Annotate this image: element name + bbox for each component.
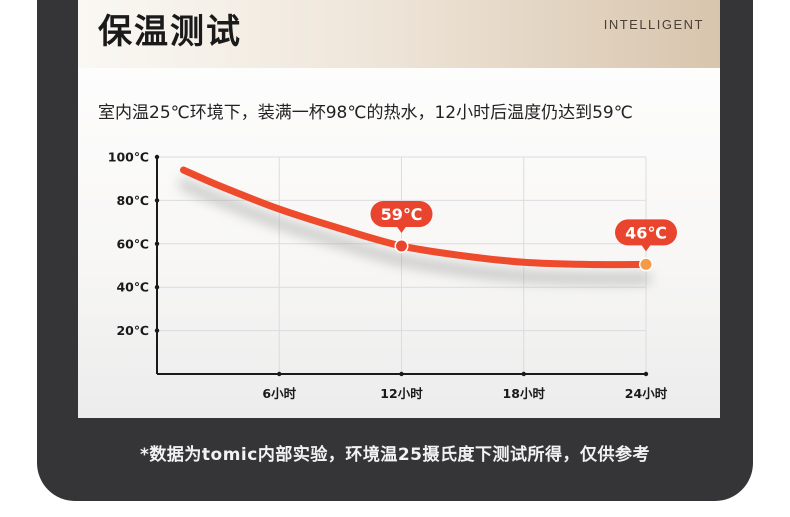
- y-tick-label: 60℃: [116, 236, 149, 251]
- x-tick-label: 18小时: [503, 386, 546, 401]
- bubble-pointer: [641, 244, 651, 252]
- value-bubble: [370, 200, 433, 227]
- axes: 20℃ 40℃ 60℃ 80℃ 100℃ 6小时 12小时 18小时 24小时: [108, 150, 668, 402]
- x-tick-label: 6小时: [262, 386, 296, 401]
- data-label: 46℃: [625, 223, 667, 242]
- x-tick-label: 12小时: [380, 386, 423, 401]
- bubble-pointer: [396, 225, 407, 233]
- test-description: 室内温25℃环境下，装满一杯98℃的热水，12小时后温度仍达到59℃: [98, 103, 633, 123]
- page-title: 保温测试: [98, 12, 242, 52]
- data-point: [640, 258, 652, 270]
- y-tick-dot: [154, 328, 160, 333]
- y-tick-dot: [154, 285, 160, 290]
- curve-shadow: [178, 179, 651, 284]
- value-bubble: [615, 219, 677, 246]
- y-tick-label: 20℃: [116, 323, 149, 338]
- x-tick-dot: [399, 371, 404, 377]
- y-tick-label: 40℃: [116, 280, 149, 295]
- y-tick-dot: [154, 198, 160, 203]
- card-header: 保温测试 INTELLIGENT: [78, 0, 720, 68]
- data-label: 59℃: [381, 205, 423, 224]
- footnote: *数据为tomic内部实验，环境温25摄氏度下测试所得，仅供参考: [140, 445, 650, 465]
- brand-tag: INTELLIGENT: [603, 17, 704, 32]
- y-tick-label: 100℃: [108, 150, 149, 165]
- y-tick-dot: [154, 241, 160, 246]
- y-tick-dot: [154, 154, 160, 160]
- annotations: 59℃ 46℃: [370, 200, 677, 272]
- y-tick-label: 80℃: [116, 193, 149, 208]
- x-tick-dot: [277, 371, 282, 377]
- x-tick-label: 24小时: [625, 386, 668, 401]
- data-point: [396, 240, 407, 252]
- x-tick-dot: [521, 371, 526, 377]
- x-tick-dot: [643, 371, 649, 377]
